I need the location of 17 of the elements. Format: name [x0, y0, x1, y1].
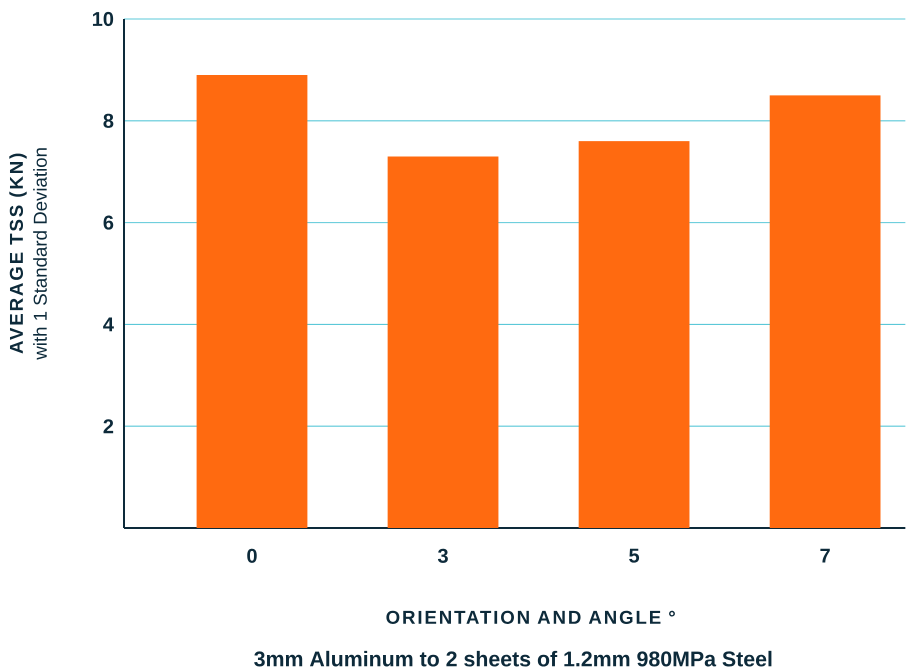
x-tick-label: 3: [438, 548, 448, 563]
y-tick-label: 6: [104, 216, 114, 230]
x-tick-label: 5: [629, 548, 640, 563]
y-tick-label: 8: [103, 114, 114, 128]
x-tick-label: 7: [820, 548, 830, 562]
bar: [770, 95, 881, 528]
text: 3mm Aluminum to 2 sheets of 1.2mm 980MPa Steel: [254, 650, 772, 667]
bar: [388, 156, 498, 528]
y-tick-label: 2: [104, 419, 114, 434]
x-tick-label: 0: [247, 548, 257, 563]
y-axis-title: AVERAGE TSS (KN): [9, 154, 27, 354]
y-tick-label: 4: [103, 318, 114, 332]
x-axis-title: ORIENTATION AND ANGLE °: [386, 610, 675, 624]
text: with 1 Standard Deviation: [33, 148, 47, 360]
bar: [196, 75, 308, 528]
y-tick-label: 10: [92, 12, 114, 26]
bar: [578, 141, 690, 528]
